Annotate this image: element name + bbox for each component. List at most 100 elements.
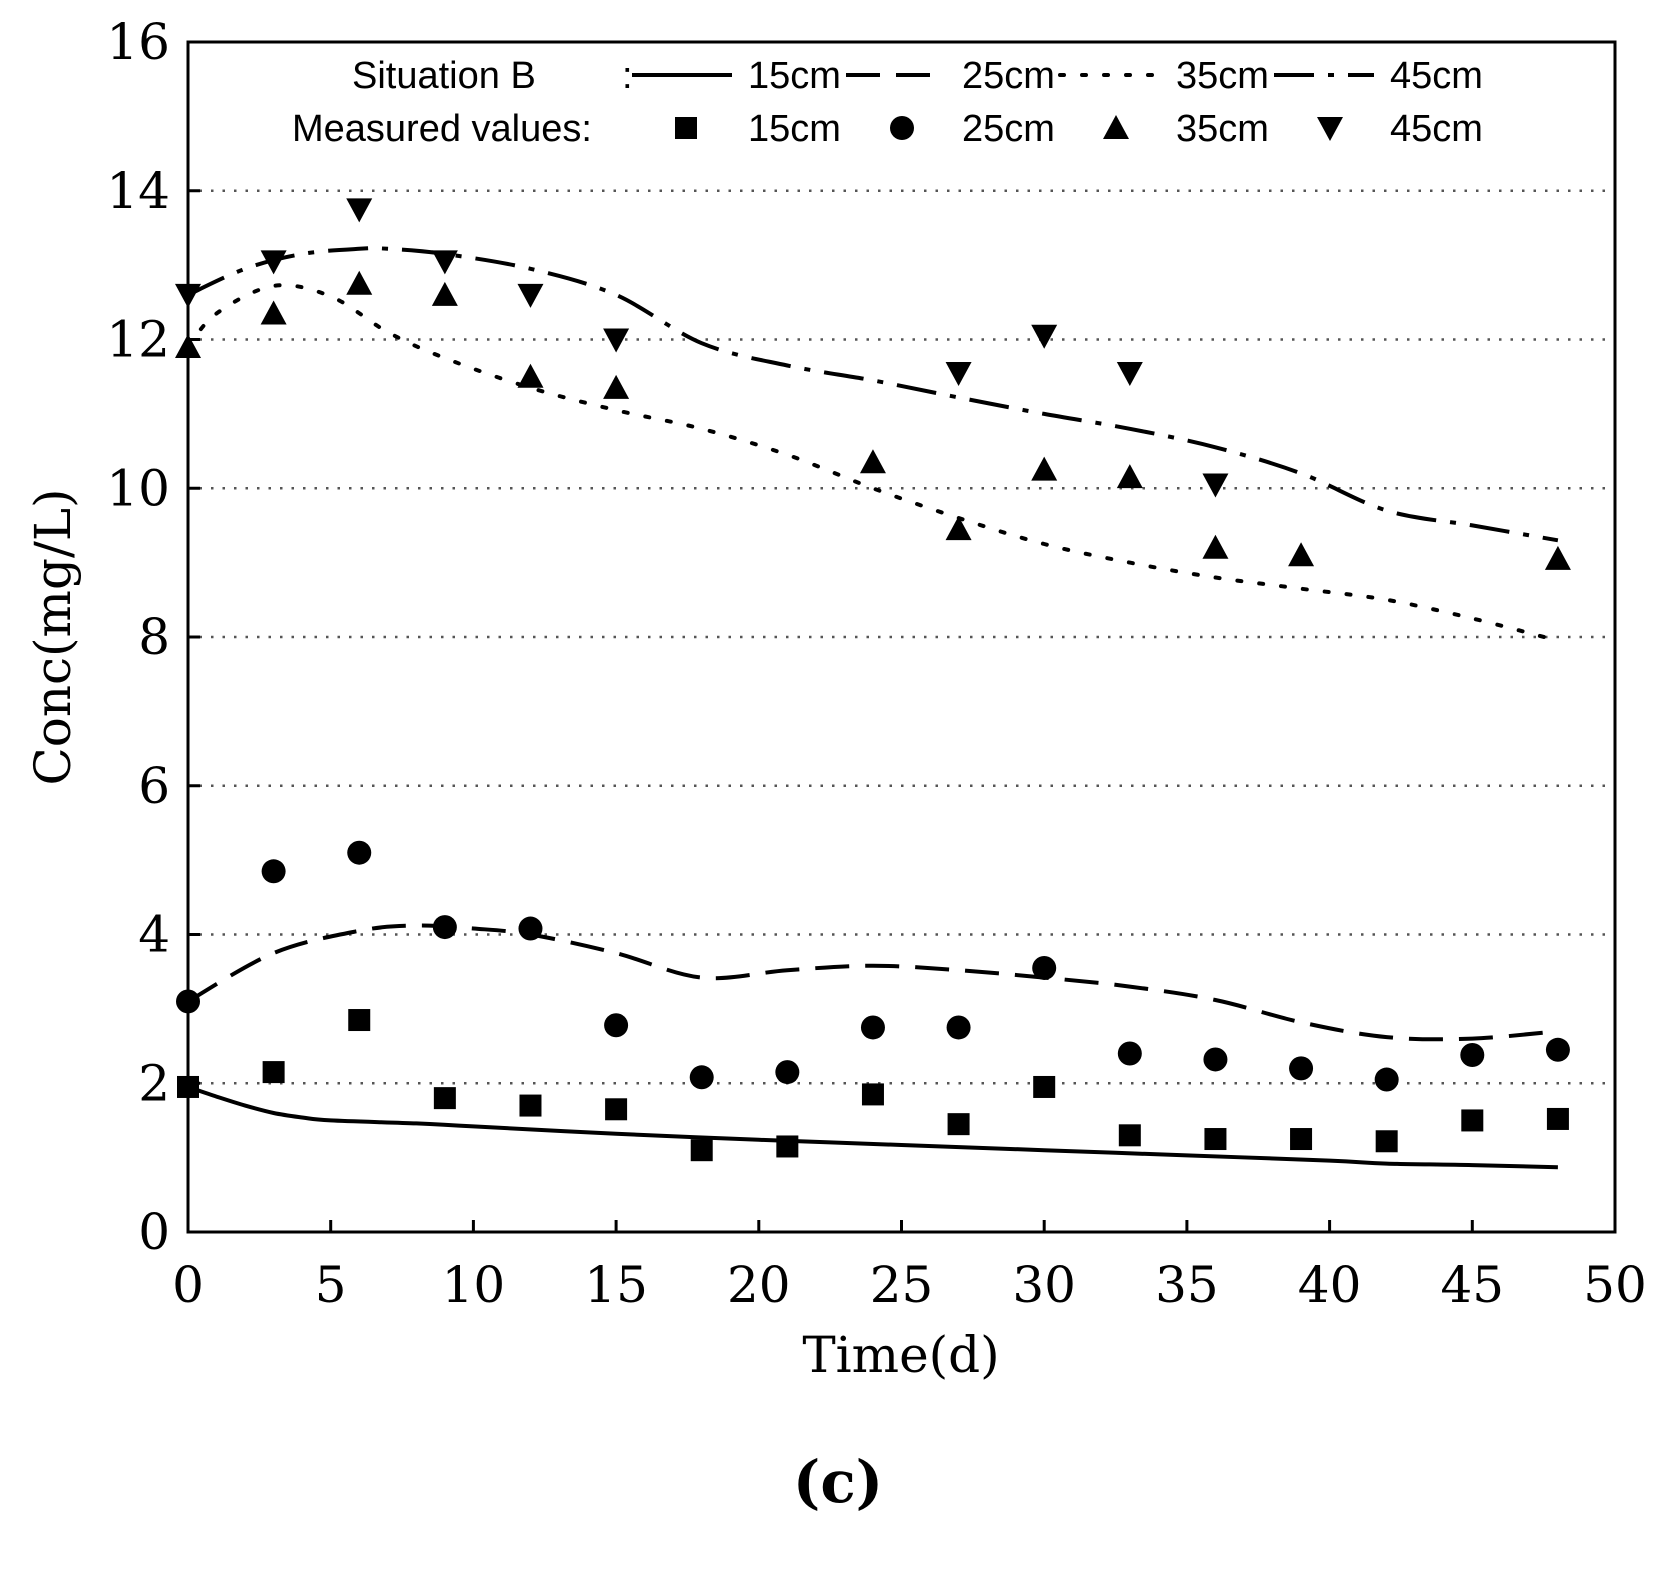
point-measured-15cm-16: [1546, 1107, 1569, 1130]
point-measured-45cm-7: [1031, 324, 1058, 349]
point-measured-45cm-2: [346, 198, 373, 223]
point-measured-25cm-13: [1289, 1056, 1314, 1081]
point-measured-25cm-16: [1545, 1037, 1570, 1062]
point-measured-35cm-2: [346, 270, 373, 295]
x-tick-label-45: 45: [1440, 1256, 1504, 1314]
marker-layer: [175, 198, 1571, 1162]
x-tick-label-35: 35: [1155, 1256, 1219, 1314]
x-tick-label-40: 40: [1298, 1256, 1362, 1314]
legend-line-label-45cm: 45cm: [1390, 55, 1483, 97]
point-measured-15cm-7: [776, 1135, 799, 1158]
x-tick-label-50: 50: [1583, 1256, 1647, 1314]
series-layer: [186, 246, 1560, 1170]
y-tick-label-14: 14: [106, 162, 170, 220]
point-measured-35cm-5: [603, 374, 630, 399]
point-measured-25cm-1: [261, 859, 286, 884]
legend-marker-35cm: [1103, 115, 1129, 139]
point-measured-15cm-9: [947, 1113, 970, 1136]
point-measured-45cm-9: [1202, 473, 1229, 498]
series-line-situation-b-15cm: [187, 1085, 1558, 1170]
point-measured-45cm-4: [517, 283, 544, 308]
point-measured-25cm-2: [347, 840, 372, 865]
legend-marker-label-15cm: 15cm: [748, 108, 841, 150]
legend-line-label-35cm: 35cm: [1176, 55, 1269, 97]
point-measured-15cm-1: [262, 1061, 285, 1084]
y-tick-label-10: 10: [106, 459, 170, 517]
x-tick-label-30: 30: [1012, 1256, 1076, 1314]
point-measured-35cm-4: [517, 363, 544, 388]
y-tick-label-16: 16: [106, 13, 170, 71]
legend-line-label-15cm: 15cm: [748, 55, 841, 97]
point-measured-45cm-3: [431, 250, 458, 275]
y-tick-label-0: 0: [138, 1203, 170, 1261]
y-tick-label-8: 8: [138, 608, 170, 666]
point-measured-15cm-12: [1204, 1128, 1227, 1151]
series-line-situation-b-25cm: [187, 923, 1559, 1042]
legend: Situation B: Measured values: 15cm 15cm 25cm…: [292, 55, 1483, 150]
x-tick-label-5: 5: [315, 1256, 347, 1314]
point-measured-15cm-5: [605, 1098, 628, 1121]
point-measured-25cm-10: [1032, 955, 1057, 980]
legend-marker-45cm: [1317, 117, 1343, 141]
point-measured-45cm-6: [945, 361, 972, 386]
point-measured-35cm-9: [1116, 464, 1143, 489]
point-measured-35cm-6: [859, 449, 886, 474]
point-measured-45cm-5: [603, 328, 630, 353]
point-measured-25cm-8: [860, 1015, 885, 1040]
point-measured-15cm-15: [1461, 1109, 1484, 1132]
y-tick-label-2: 2: [138, 1054, 170, 1112]
point-measured-15cm-2: [348, 1009, 371, 1032]
point-measured-15cm-11: [1118, 1124, 1141, 1147]
x-tick-label-25: 25: [870, 1256, 934, 1314]
point-measured-25cm-5: [604, 1013, 629, 1038]
point-measured-15cm-3: [433, 1087, 456, 1110]
legend-marker-label-25cm: 25cm: [962, 108, 1055, 150]
point-measured-35cm-10: [1202, 534, 1229, 559]
point-measured-15cm-4: [519, 1094, 542, 1117]
x-tick-label-10: 10: [442, 1256, 506, 1314]
point-measured-25cm-4: [518, 916, 543, 941]
legend-line-label-25cm: 25cm: [962, 55, 1055, 97]
point-measured-15cm-6: [690, 1139, 713, 1162]
x-axis-title: Time(d): [802, 1326, 999, 1384]
series-line-situation-b-45cm: [187, 246, 1559, 543]
y-tick-label-6: 6: [138, 757, 170, 815]
point-measured-25cm-9: [946, 1015, 971, 1040]
grid-layer: [188, 189, 1615, 1085]
x-tick-label-15: 15: [584, 1256, 648, 1314]
tick-layer: 0 2 4 6 8 10 12 14 16 0 5 10 15 20 25 30 35 40 45 50: [106, 13, 1646, 1314]
point-measured-15cm-13: [1290, 1128, 1313, 1151]
point-measured-25cm-14: [1374, 1067, 1399, 1092]
y-tick-label-4: 4: [138, 906, 170, 964]
point-measured-25cm-7: [775, 1060, 800, 1085]
legend-marker-25cm: [890, 116, 914, 140]
point-measured-15cm-8: [861, 1083, 884, 1106]
y-axis-title: Conc(mg/L): [24, 488, 82, 785]
legend-marker-15cm: [675, 117, 697, 139]
point-measured-45cm-8: [1116, 361, 1143, 386]
point-measured-25cm-11: [1117, 1041, 1142, 1066]
point-measured-35cm-1: [260, 300, 287, 325]
point-measured-25cm-3: [432, 915, 457, 940]
point-measured-25cm-12: [1203, 1047, 1228, 1072]
x-tick-label-0: 0: [172, 1256, 204, 1314]
series-line-situation-b-35cm: [186, 283, 1560, 643]
point-measured-35cm-7: [945, 516, 972, 541]
point-measured-45cm-1: [260, 250, 287, 275]
legend-colon: :: [622, 55, 633, 97]
legend-simulated-label: Situation B: [352, 55, 536, 97]
point-measured-15cm-14: [1375, 1130, 1398, 1153]
point-measured-35cm-11: [1288, 542, 1315, 567]
legend-marker-label-35cm: 35cm: [1176, 108, 1269, 150]
panel-label: (c): [793, 1448, 883, 1516]
point-measured-25cm-15: [1460, 1042, 1485, 1067]
legend-measured-label: Measured values:: [292, 108, 592, 150]
point-measured-35cm-12: [1544, 545, 1571, 570]
x-tick-label-20: 20: [727, 1256, 791, 1314]
y-tick-label-12: 12: [106, 311, 170, 369]
point-measured-15cm-10: [1033, 1075, 1056, 1098]
point-measured-25cm-6: [689, 1065, 714, 1090]
point-measured-35cm-3: [431, 281, 458, 306]
